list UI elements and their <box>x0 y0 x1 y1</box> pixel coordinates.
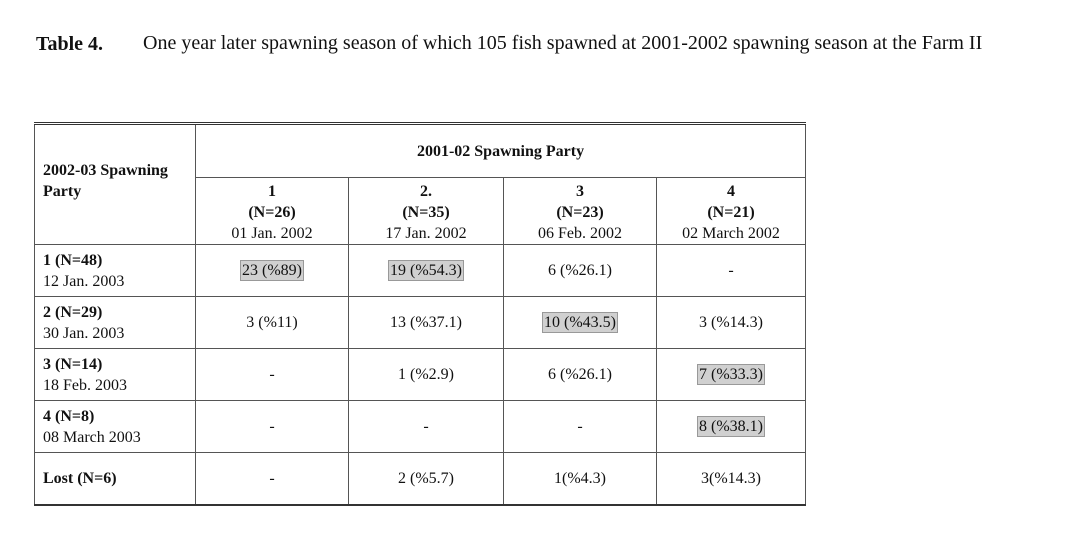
column-n: (N=26) <box>248 203 296 221</box>
cell-value: 1 (%2.9) <box>398 366 454 383</box>
column-header: 2. (N=35) 17 Jan. 2002 <box>348 177 504 245</box>
data-cell: 3 (%11) <box>195 296 349 349</box>
row-party: 1 (N=48) <box>43 251 103 269</box>
row-party: 2 (N=29) <box>43 303 103 321</box>
column-date: 01 Jan. 2002 <box>231 224 313 242</box>
column-n: (N=35) <box>402 203 450 221</box>
row-party: 4 (N=8) <box>43 407 95 425</box>
row-header: 3 (N=14) 18 Feb. 2003 <box>34 348 196 401</box>
data-cell: - <box>348 400 504 453</box>
row-header: Lost (N=6) <box>34 452 196 506</box>
cell-value: 13 (%37.1) <box>390 314 462 331</box>
data-row: Lost (N=6) - 2 (%5.7) 1(%4.3) 3(%14.3) <box>34 452 806 506</box>
data-cell: - <box>195 452 349 506</box>
row-header: 2 (N=29) 30 Jan. 2003 <box>34 296 196 349</box>
row-header: 4 (N=8) 08 March 2003 <box>34 400 196 453</box>
corner-label: 2002-03 Spawning Party <box>43 161 168 200</box>
column-n: (N=21) <box>707 203 755 221</box>
data-cell: - <box>195 400 349 453</box>
cell-value: 6 (%26.1) <box>548 366 612 383</box>
data-cell: 19 (%54.3) <box>348 244 504 297</box>
data-cell: 8 (%38.1) <box>656 400 806 453</box>
data-cell: 1(%4.3) <box>503 452 657 506</box>
column-number: 2. <box>420 182 432 200</box>
data-row: 4 (N=8) 08 March 2003 - - - 8 (%38.1) <box>34 400 806 453</box>
cell-value: 1(%4.3) <box>554 470 606 487</box>
data-cell: 6 (%26.1) <box>503 348 657 401</box>
column-header: 4 (N=21) 02 March 2002 <box>656 177 806 245</box>
column-n: (N=23) <box>556 203 604 221</box>
cell-value: 2 (%5.7) <box>398 470 454 487</box>
cell-value: 23 (%89) <box>240 260 304 281</box>
data-cell: 10 (%43.5) <box>503 296 657 349</box>
data-cell: 1 (%2.9) <box>348 348 504 401</box>
data-row: 3 (N=14) 18 Feb. 2003 - 1 (%2.9) 6 (%26.1) 7 … <box>34 348 806 401</box>
cell-value: - <box>269 470 275 487</box>
data-cell: - <box>503 400 657 453</box>
data-cell: 2 (%5.7) <box>348 452 504 506</box>
row-party: 3 (N=14) <box>43 355 103 373</box>
column-date: 06 Feb. 2002 <box>538 224 622 242</box>
column-number: 4 <box>727 182 735 200</box>
row-date: 08 March 2003 <box>43 428 141 446</box>
header-row: 2002-03 Spawning Party 2001-02 Spawning P… <box>34 122 806 245</box>
data-cell: 23 (%89) <box>195 244 349 297</box>
cell-value: - <box>269 418 275 435</box>
column-date: 02 March 2002 <box>682 224 780 242</box>
data-cell: 3(%14.3) <box>656 452 806 506</box>
cell-value: 7 (%33.3) <box>697 364 765 385</box>
cell-value: 3 (%14.3) <box>699 314 763 331</box>
data-cell: 6 (%26.1) <box>503 244 657 297</box>
cell-value: 8 (%38.1) <box>697 416 765 437</box>
caption-text: One year later spawning season of which … <box>143 32 983 54</box>
data-table: 2002-03 Spawning Party 2001-02 Spawning P… <box>34 122 806 506</box>
group-header: 2001-02 Spawning Party <box>195 122 806 178</box>
data-cell: 13 (%37.1) <box>348 296 504 349</box>
row-header: 1 (N=48) 12 Jan. 2003 <box>34 244 196 297</box>
cell-value: 3(%14.3) <box>701 470 761 487</box>
data-row: 2 (N=29) 30 Jan. 2003 3 (%11) 13 (%37.1) 10 … <box>34 296 806 349</box>
data-cell: - <box>195 348 349 401</box>
cell-value: 6 (%26.1) <box>548 262 612 279</box>
row-party: Lost (N=6) <box>43 470 117 487</box>
cell-value: - <box>269 366 275 383</box>
cell-value: - <box>423 418 429 435</box>
data-row: 1 (N=48) 12 Jan. 2003 23 (%89) 19 (%54.3) 6 … <box>34 244 806 297</box>
caption-label: Table 4. <box>36 33 104 55</box>
row-date: 18 Feb. 2003 <box>43 376 127 394</box>
cell-value: 10 (%43.5) <box>542 312 618 333</box>
column-date: 17 Jan. 2002 <box>385 224 467 242</box>
column-header-row: 1 (N=26) 01 Jan. 2002 2. (N=35) 17 Jan. 2002 3… <box>35 177 806 245</box>
corner-cell: 2002-03 Spawning Party <box>34 122 196 245</box>
cell-value: 19 (%54.3) <box>388 260 464 281</box>
column-header: 3 (N=23) 06 Feb. 2002 <box>503 177 657 245</box>
cell-value: - <box>728 262 734 279</box>
data-cell: - <box>656 244 806 297</box>
column-number: 1 <box>268 182 276 200</box>
column-header: 1 (N=26) 01 Jan. 2002 <box>195 177 349 245</box>
row-date: 12 Jan. 2003 <box>43 272 125 290</box>
cell-value: 3 (%11) <box>246 314 298 331</box>
data-cell: 7 (%33.3) <box>656 348 806 401</box>
cell-value: - <box>577 418 583 435</box>
column-number: 3 <box>576 182 584 200</box>
row-date: 30 Jan. 2003 <box>43 324 125 342</box>
data-cell: 3 (%14.3) <box>656 296 806 349</box>
